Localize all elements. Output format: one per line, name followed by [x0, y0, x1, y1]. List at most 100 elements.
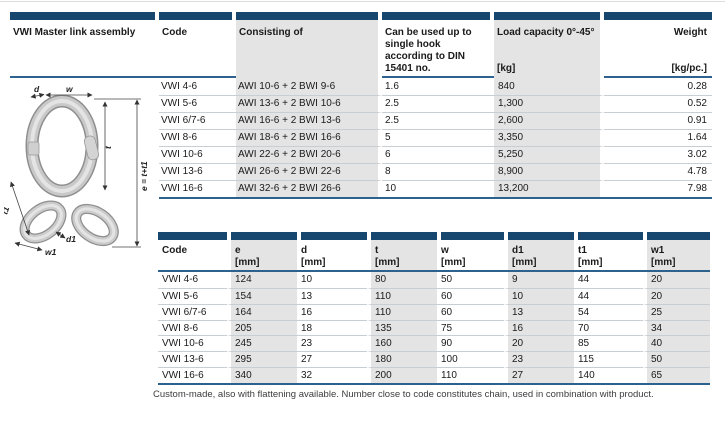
cell-consisting: AWI 16-6 + 2 BWI 13-6: [236, 112, 382, 129]
cell-code: VWI 16-6: [159, 180, 236, 197]
table2-body: VWI 4-6 124 10 80 50 9 44 20 VWI 5-6 154 13 110 60 10…: [158, 272, 710, 385]
cell-t: 180: [367, 351, 437, 368]
cell-code: VWI 5-6: [159, 95, 236, 112]
cell-weight: 0.91: [604, 112, 712, 129]
cell-d: 18: [297, 319, 367, 336]
bar-segment: [10, 12, 155, 20]
cell-d: 27: [297, 351, 367, 367]
cell-t1: 54: [574, 303, 643, 320]
cell-w: 75: [437, 319, 504, 336]
cell-code: VWI 4-6: [161, 81, 198, 92]
cell-t1: 140: [574, 367, 643, 383]
cell-load: 3,350: [494, 129, 604, 146]
table2-header-w: w [mm]: [441, 245, 466, 268]
master-link-diagram: d w t e = t+t1 t1 d1 w1: [4, 84, 149, 256]
bar-segment: [371, 232, 437, 240]
bar-segment: [441, 232, 504, 240]
table1-body: VWI 4-6 AWI 10-6 + 2 BWI 9-6 1.6 840 0.28 VWI…: [159, 78, 712, 199]
cell-consisting: AWI 18-6 + 2 BWI 16-6: [236, 129, 382, 146]
cell-d1: 27: [504, 367, 574, 383]
page-title: VWI Master link assembly: [13, 27, 136, 38]
cell-e: 340: [227, 367, 297, 383]
ring-collar: [27, 141, 40, 156]
cell-code: VWI 6/7-6: [159, 112, 236, 129]
cell-w: 60: [437, 303, 504, 320]
cell-e: 245: [227, 335, 297, 352]
cell-load: 1,300: [494, 95, 604, 112]
dim-label-t1: t1: [4, 205, 11, 216]
cell-w1: 50: [643, 351, 710, 368]
bar-segment: [158, 232, 227, 240]
cell-consisting: AWI 32-6 + 2 BWI 26-6: [236, 180, 382, 197]
bar-segment: [236, 12, 378, 20]
cell-w: 60: [437, 287, 504, 304]
cell-w1: 34: [643, 319, 710, 336]
cell-d: 32: [297, 367, 367, 383]
cell-din: 6: [382, 146, 494, 163]
cell-code: VWI 13-6: [159, 163, 236, 180]
cell-consisting: AWI 10-6 + 2 BWI 9-6: [236, 78, 382, 95]
cell-load: 2,600: [494, 112, 604, 129]
cell-din: 8: [382, 163, 494, 180]
bar-segment: [382, 12, 490, 20]
bar-segment: [578, 232, 643, 240]
cell-load: 5,250: [494, 146, 604, 163]
cell-weight: 0.52: [604, 95, 712, 112]
cell-t1: 44: [578, 274, 590, 285]
cell-d: 10: [301, 274, 313, 285]
cell-t1: 85: [574, 335, 643, 351]
table2-header-w1: w1 [mm]: [643, 240, 710, 270]
bar-segment: [159, 12, 232, 20]
bar-segment: [301, 232, 367, 240]
cell-load: 8,900: [494, 163, 604, 180]
cell-din: 10: [382, 180, 494, 197]
table2-topbar: [158, 232, 710, 240]
cell-d: 13: [297, 287, 367, 304]
cell-d1: 9: [504, 272, 574, 288]
cell-code: VWI 16-6: [158, 367, 227, 383]
cell-weight: 3.02: [604, 146, 712, 163]
dim-label-e: e = t+t1: [139, 161, 149, 191]
table1-header-load-capacity: Load capacity 0°-45° [kg]: [494, 20, 604, 80]
dim-label-t: t: [103, 145, 113, 149]
cell-code: VWI 8-6: [158, 319, 227, 336]
bar-segment: [647, 232, 710, 240]
dim-label-d: d: [34, 84, 40, 94]
bar-segment: [231, 232, 297, 240]
cell-code: VWI 5-6: [158, 287, 227, 304]
table2-header-d: d [mm]: [301, 245, 326, 268]
cell-d: 23: [297, 335, 367, 351]
cell-weight: 7.98: [604, 180, 712, 197]
footnote: Custom-made, also with flattening availa…: [153, 389, 654, 400]
cell-d1: 16: [504, 319, 574, 336]
table2-header-t1: t1 [mm]: [578, 245, 603, 268]
master-link-ring: [25, 94, 100, 198]
table1-topbar: [10, 12, 712, 20]
ring-sleeve: [83, 135, 100, 161]
cell-w: 110: [437, 367, 504, 383]
cell-code: VWI 13-6: [158, 351, 227, 367]
cell-code: VWI 4-6: [162, 274, 199, 285]
table2-header-d1: d1 [mm]: [504, 240, 574, 270]
cell-e: 154: [227, 287, 297, 304]
dim-label-w: w: [66, 84, 74, 94]
cell-t: 80: [367, 272, 437, 288]
sub-link-right: [71, 203, 119, 247]
dimension-lines: [10, 92, 141, 252]
bar-segment: [494, 12, 600, 20]
cell-w: 100: [437, 351, 504, 367]
bar-segment: [508, 232, 574, 240]
cell-t1: 44: [574, 287, 643, 304]
table2-header: Code e [mm] d [mm] t [mm] w [mm] d1 [mm]…: [158, 240, 710, 272]
cell-t: 160: [367, 335, 437, 352]
cell-w1: 25: [643, 303, 710, 320]
cell-t1: 115: [574, 351, 643, 367]
cell-din: 2.5: [382, 112, 494, 129]
cell-e: 164: [227, 303, 297, 320]
cell-weight: 1.64: [604, 129, 712, 146]
cell-w1: 65: [643, 367, 710, 383]
cell-w1: 20: [643, 272, 710, 288]
cell-t: 110: [367, 303, 437, 320]
cell-w1: 40: [643, 335, 710, 352]
cell-d1: 13: [504, 303, 574, 320]
